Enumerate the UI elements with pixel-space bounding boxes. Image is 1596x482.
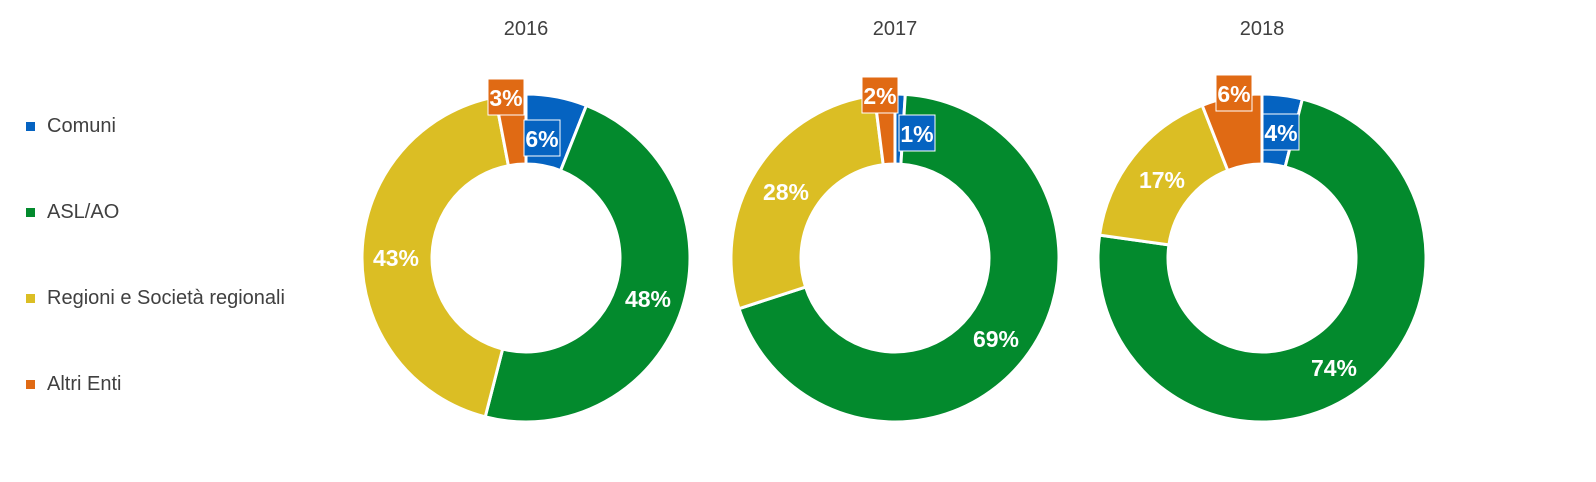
data-label-box — [861, 76, 899, 114]
donut-slice-regioni-e-societ-regionali — [729, 93, 885, 311]
legend-swatch-altri-enti — [26, 379, 35, 389]
donut-slice-asl-ao — [1096, 97, 1428, 424]
data-label: 43% — [373, 245, 419, 271]
data-label: 1% — [900, 121, 933, 147]
legend-label-regioni: Regioni e Società regionali — [47, 286, 285, 309]
legend-label-altri-enti: Altri Enti — [47, 372, 122, 395]
data-label-box — [898, 114, 936, 152]
donut-slice-asl-ao — [483, 103, 692, 424]
legend-swatch-comuni — [26, 121, 35, 131]
data-label-box — [1262, 113, 1300, 151]
data-label: 2% — [863, 83, 896, 109]
chart-title: 2018 — [1240, 18, 1285, 40]
data-label: 48% — [625, 286, 671, 312]
chart-title: 2017 — [873, 18, 918, 40]
donut-slice-asl-ao — [737, 92, 1061, 424]
donut-chart-2018: 2018 4% 74% 17% 6% — [1096, 18, 1428, 424]
data-label: 3% — [489, 85, 522, 111]
legend-item-asl-ao: ASL/AO — [26, 198, 119, 226]
data-label-box — [523, 119, 561, 157]
legend-label-comuni: Comuni — [47, 114, 116, 137]
data-label: 28% — [763, 179, 809, 205]
data-label-box — [487, 78, 525, 116]
chart-title: 2016 — [504, 18, 549, 40]
data-label-box — [1215, 74, 1253, 112]
legend-item-regioni: Regioni e Società regionali — [26, 284, 285, 312]
data-label: 6% — [1217, 81, 1250, 107]
data-label: 4% — [1264, 120, 1297, 146]
donut-slice-regioni-e-societ-regionali — [360, 95, 511, 419]
legend-item-comuni: Comuni — [26, 112, 116, 140]
legend-item-altri-enti: Altri Enti — [26, 370, 121, 398]
data-label: 6% — [525, 126, 558, 152]
data-label: 69% — [973, 326, 1019, 352]
data-label: 74% — [1311, 355, 1357, 381]
legend-label-asl-ao: ASL/AO — [47, 200, 120, 223]
legend-swatch-asl-ao — [26, 207, 35, 217]
data-label: 17% — [1139, 167, 1185, 193]
donut-chart-2016: 2016 6% 48% 43% 3% — [360, 18, 692, 424]
donut-chart-2017: 2017 1% 69% 28% 2% — [729, 18, 1061, 424]
legend-swatch-regioni — [26, 293, 35, 303]
